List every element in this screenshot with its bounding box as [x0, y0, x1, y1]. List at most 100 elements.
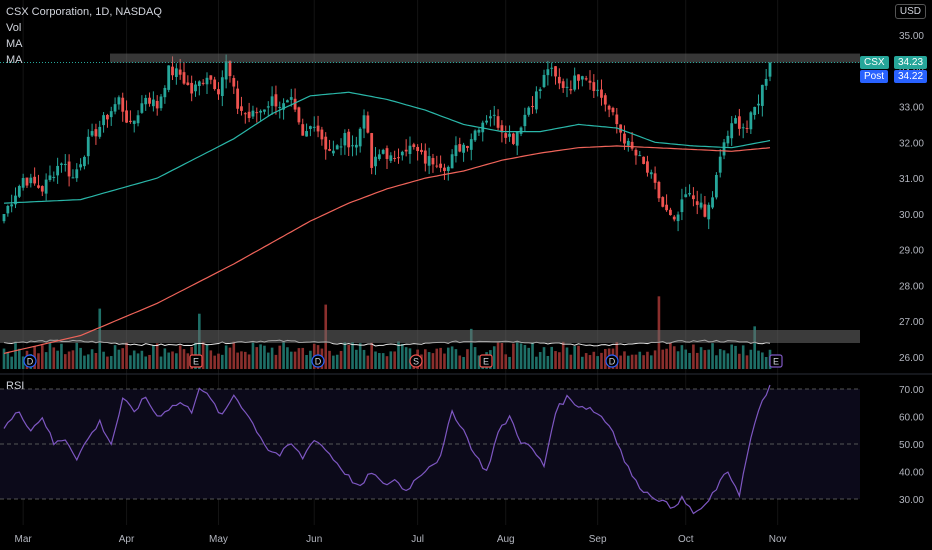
volume-bar [565, 347, 569, 369]
candle-body [289, 97, 293, 100]
volume-bar [351, 342, 354, 369]
candle-body [611, 107, 615, 113]
candle-body [266, 106, 270, 108]
candle-body [186, 82, 190, 85]
volume-bar [378, 353, 381, 369]
candle-body [144, 97, 148, 105]
candle-body [240, 106, 243, 111]
volume-bar [680, 345, 684, 369]
volume-bar [48, 342, 52, 369]
volume-bar [764, 356, 768, 369]
candle-body [163, 87, 167, 98]
event-marker-d[interactable]: D [311, 354, 325, 368]
candle-body [236, 88, 240, 109]
volume-bar [588, 355, 592, 369]
candle-body [749, 112, 753, 130]
candle-body [730, 123, 734, 139]
volume-bar [649, 355, 653, 369]
candle-body [362, 115, 366, 129]
volume-bar [79, 347, 82, 369]
volume-bar [274, 354, 278, 369]
rsi-tick-label: 30.00 [899, 495, 924, 506]
event-marker-e[interactable]: E [769, 354, 783, 368]
symbol-title[interactable]: CSX Corporation, 1D, NASDAQ [6, 6, 162, 18]
post-label-tag: Post [860, 70, 889, 83]
volume-bar [60, 343, 63, 369]
volume-bar [259, 344, 262, 369]
candle-body [21, 178, 25, 188]
candle-body [56, 165, 60, 176]
candle-body [439, 163, 443, 168]
volume-bar [669, 342, 672, 369]
volume-bar [630, 354, 634, 369]
volume-bar [596, 356, 599, 369]
rsi-axis[interactable]: 70.00 60.00 50.00 40.00 30.00 [899, 385, 924, 506]
time-axis[interactable]: Mar Apr May Jun Jul Aug Sep Oct Nov [15, 534, 787, 545]
candle-body [623, 133, 626, 144]
volume-bar [232, 341, 236, 369]
event-marker-d[interactable]: D [23, 354, 37, 368]
volume-bar [224, 345, 228, 369]
candle-body [366, 115, 370, 133]
volume-bar [734, 345, 737, 369]
candle-body [125, 110, 128, 123]
candle-body [305, 131, 308, 137]
candle-body [301, 124, 305, 136]
volume-bar [745, 355, 749, 369]
volume-bar [75, 342, 79, 369]
volume-bar [217, 353, 220, 369]
candle-body [148, 97, 151, 104]
candle-body [71, 177, 75, 179]
volume-bar [435, 348, 439, 369]
candle-body [435, 165, 439, 167]
volume-bar [496, 341, 500, 369]
candle-body [626, 140, 630, 146]
candle-body [500, 125, 504, 133]
event-marker-e[interactable]: E [189, 354, 203, 368]
legend-ma-1[interactable]: MA [6, 38, 23, 50]
volume-bar [757, 350, 760, 369]
rsi-guides [0, 388, 860, 500]
candle-body [699, 202, 703, 208]
event-marker-e[interactable]: E [479, 354, 493, 368]
candle-body [561, 81, 565, 88]
volume-bar [328, 350, 331, 369]
volume-bar [653, 350, 657, 369]
candle-body [263, 109, 266, 112]
volume-bar [366, 355, 370, 369]
volume-bar [623, 351, 626, 369]
candle-body [286, 100, 289, 103]
volume-bar [527, 347, 531, 369]
volume-bar [117, 349, 121, 369]
event-marker-s[interactable]: S [409, 354, 423, 368]
volume-bar [247, 354, 251, 369]
candle-body [343, 133, 347, 146]
currency-button[interactable]: USD [894, 4, 926, 19]
volume-bar [332, 355, 335, 369]
candle-body [243, 113, 247, 115]
legend-ma-2[interactable]: MA [6, 54, 23, 66]
candle-body [519, 127, 523, 134]
candle-body [190, 82, 194, 94]
legend-vol[interactable]: Vol [6, 22, 22, 34]
candle-body [370, 133, 374, 168]
volume-bar [270, 347, 274, 369]
candle-body [642, 156, 646, 164]
candle-body [692, 195, 695, 200]
price-tick-label: 32.00 [899, 138, 924, 149]
event-marker-d[interactable]: D [605, 354, 619, 368]
volume-bar [347, 344, 350, 369]
volume-bar [182, 349, 186, 369]
svg-text:D: D [315, 357, 322, 367]
time-tick-label: Oct [678, 534, 694, 545]
volume-bar [56, 350, 59, 369]
time-tick-label: Aug [497, 534, 515, 545]
candle-body [757, 103, 760, 106]
volume-bar [293, 351, 297, 369]
candle-body [14, 195, 17, 205]
candle-body [393, 158, 397, 160]
volume-bar [741, 345, 745, 369]
rsi-legend[interactable]: RSI [6, 380, 25, 392]
